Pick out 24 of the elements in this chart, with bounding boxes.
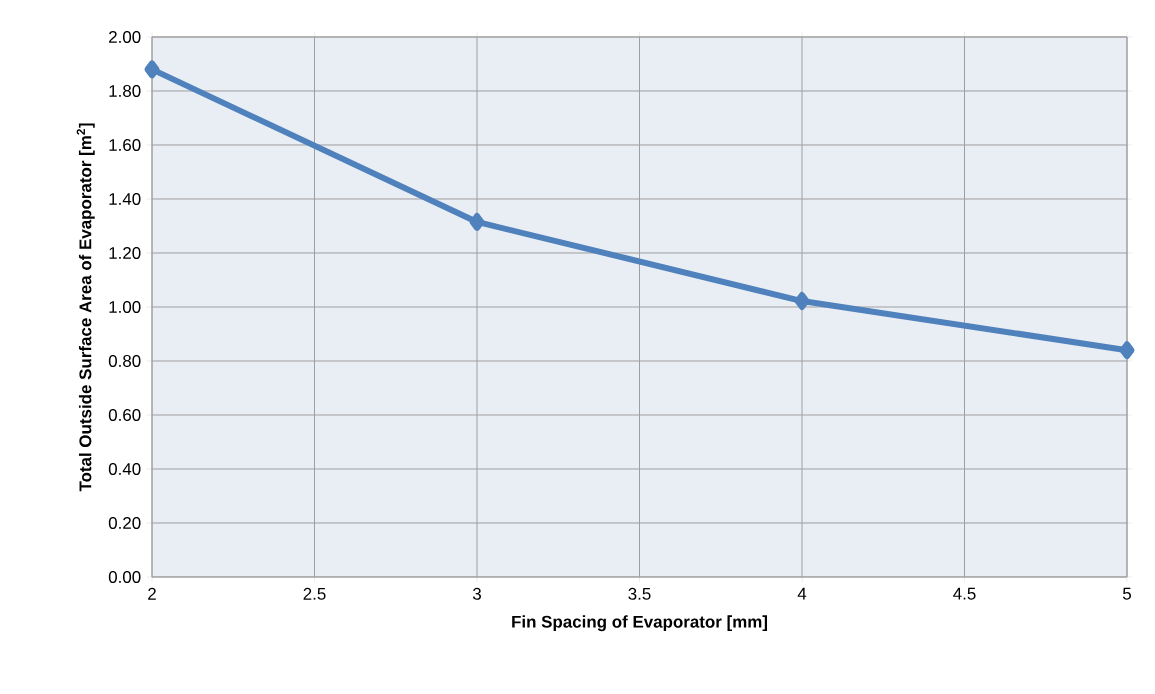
y-tick-label: 2.00: [109, 30, 141, 43]
y-tick-label: 0.20: [108, 516, 141, 529]
y-tick-label: 1.60: [109, 138, 141, 151]
point: [1119, 341, 1135, 360]
x-tick-label: 2.5: [303, 587, 326, 600]
y-tick-label: 0.80: [108, 354, 141, 367]
y-tick-label: 1.00: [109, 300, 141, 313]
point: [144, 60, 160, 79]
x-tick-label: 3: [472, 587, 481, 600]
point: [469, 212, 485, 231]
y-tick-label: 0.00: [108, 570, 141, 583]
y-tick-label: 0.40: [108, 462, 141, 475]
y-tick-label: 1.40: [109, 192, 141, 205]
x-tick-label: 2: [148, 587, 156, 600]
x-tick-label: 5: [1122, 587, 1131, 600]
point: [794, 292, 810, 311]
y-tick-label: 0.60: [108, 408, 141, 421]
y-tick-label: 1.20: [109, 246, 141, 259]
x-tick-label: 3.5: [628, 587, 651, 600]
y-tick-label: 1.80: [109, 84, 141, 97]
x-axis-title: Fin Spacing of Evaporator [mm]: [512, 615, 767, 632]
y-axis-title: Total Outside Surface Area of Evaporator [m$^{2}$]: [76, 123, 95, 492]
x-tick-label: 4: [797, 587, 807, 600]
x-tick-label: 4.5: [953, 587, 976, 600]
